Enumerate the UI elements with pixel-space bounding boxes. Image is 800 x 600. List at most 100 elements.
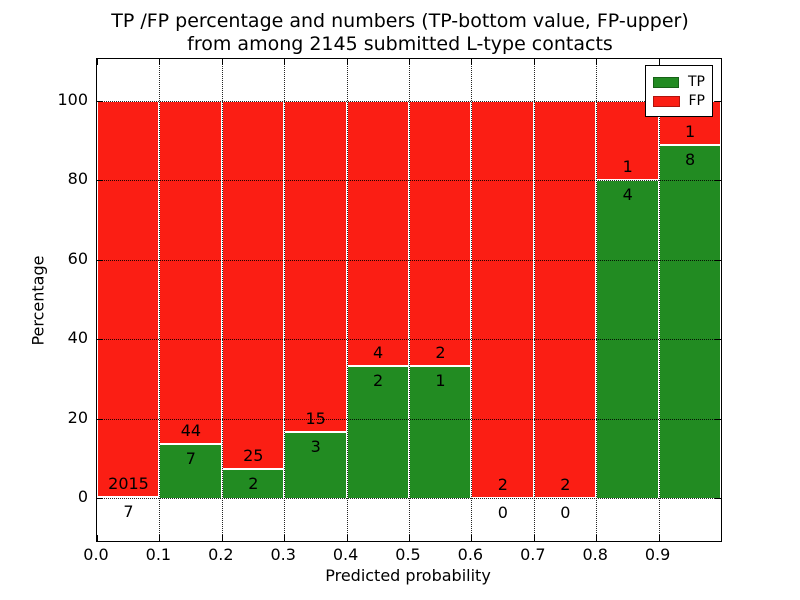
axis-tick [658, 535, 660, 541]
x-tick-label: 0.7 [520, 545, 546, 564]
axis-tick [715, 101, 721, 102]
axis-tick [715, 180, 721, 182]
x-tick-label: 0.9 [644, 545, 671, 564]
legend: TP FP [645, 65, 713, 117]
axis-tick [596, 535, 598, 541]
bar-segment-tp [658, 145, 721, 498]
axis-tick [596, 59, 598, 65]
axis-tick [159, 59, 161, 65]
plot-area: 2015 7 44 7 25 2 15 3 4 2 2 1 2 0 2 0 1 4 1 8 TP FP [96, 58, 722, 542]
axis-tick [721, 535, 722, 541]
fp-count-label: 4 [373, 342, 384, 362]
axis-tick [97, 101, 103, 102]
legend-item-tp: TP [653, 74, 705, 90]
fp-count-label: 2 [560, 475, 571, 494]
tp-count-label: 2 [248, 473, 259, 493]
horizontal-gridline [97, 498, 721, 499]
y-tick-label: 40 [67, 328, 88, 348]
axis-tick [715, 339, 721, 341]
tp-count-label: 0 [497, 503, 508, 522]
bar-segment-fp [97, 101, 160, 497]
y-tick-label: 20 [67, 407, 88, 427]
bar-segment-fp [471, 101, 534, 498]
axis-tick [284, 59, 286, 65]
tp-count-label: 0 [560, 503, 571, 522]
x-tick-label: 0.4 [332, 545, 359, 564]
fp-count-label: 2 [497, 475, 508, 494]
legend-label-tp: TP [688, 74, 705, 90]
axis-tick [409, 535, 410, 541]
fp-count-label: 1 [622, 157, 633, 177]
tp-swatch-icon [653, 76, 679, 88]
tp-count-label: 4 [622, 185, 633, 205]
chart-title-line2: from among 2145 submitted L-type contact… [187, 33, 613, 55]
axis-tick [471, 59, 473, 65]
vertical-gridline [596, 59, 598, 541]
fp-count-label: 15 [305, 408, 326, 428]
chart-title: TP /FP percentage and numbers (TP-bottom… [0, 10, 800, 56]
axis-tick [721, 59, 722, 65]
axis-tick [346, 59, 348, 65]
x-tick-label: 0.5 [395, 545, 421, 564]
fp-count-label: 2 [435, 342, 446, 362]
tp-count-label: 7 [123, 501, 134, 521]
axis-tick [97, 59, 98, 65]
axis-tick [221, 59, 223, 65]
axis-tick [97, 259, 103, 261]
axis-tick [715, 498, 721, 499]
vertical-gridline [658, 59, 660, 541]
vertical-gridline [159, 59, 161, 541]
y-tick-label: 0 [77, 487, 88, 506]
legend-label-fp: FP [688, 93, 706, 109]
x-tick-label: 0.1 [145, 545, 172, 564]
bar-segment-fp [159, 101, 222, 444]
axis-tick [97, 180, 103, 182]
y-tick-label: 60 [67, 248, 88, 268]
y-tick-label: 80 [67, 169, 88, 189]
vertical-gridline [409, 59, 410, 541]
vertical-gridline [471, 59, 473, 541]
axis-tick [221, 535, 223, 541]
axis-tick [658, 59, 660, 65]
fp-swatch-icon [653, 95, 680, 107]
horizontal-gridline [97, 101, 721, 102]
vertical-gridline [346, 59, 348, 541]
bar-segment-fp [409, 101, 472, 366]
bar-segment-tp [409, 365, 472, 498]
horizontal-gridline [97, 259, 721, 261]
axis-tick [715, 259, 721, 261]
axis-tick [533, 59, 535, 65]
chart-title-line1: TP /FP percentage and numbers (TP-bottom… [111, 10, 689, 32]
x-tick-label: 0.2 [208, 545, 234, 564]
vertical-gridline [533, 59, 535, 541]
bar-segment-fp [346, 101, 409, 366]
x-tick-label: 0.0 [83, 545, 109, 564]
fp-count-label: 25 [243, 445, 264, 465]
x-tick-label: 0.6 [457, 545, 484, 564]
axis-tick [346, 535, 348, 541]
axis-tick [159, 535, 161, 541]
horizontal-gridline [97, 418, 721, 420]
tp-count-label: 7 [185, 448, 196, 468]
bar-segment-tp [97, 496, 160, 498]
y-axis-label: Percentage [28, 255, 48, 346]
horizontal-gridline [97, 180, 721, 182]
legend-item-fp: FP [653, 93, 705, 109]
horizontal-gridline [97, 339, 721, 341]
x-tick-label: 0.8 [582, 545, 608, 564]
vertical-gridline [284, 59, 286, 541]
tp-count-label: 8 [685, 150, 696, 170]
axis-tick [97, 498, 103, 499]
tp-count-label: 3 [310, 436, 321, 456]
fp-count-label: 1 [685, 122, 696, 142]
axis-tick [409, 59, 410, 65]
axis-tick [715, 418, 721, 420]
axis-tick [471, 535, 473, 541]
bar-segment-fp [221, 101, 285, 469]
axis-tick [97, 535, 98, 541]
axis-tick [284, 535, 286, 541]
tp-count-label: 1 [435, 370, 446, 390]
x-tick-label: 0.3 [270, 545, 296, 564]
bar-segment-tp [221, 468, 285, 498]
